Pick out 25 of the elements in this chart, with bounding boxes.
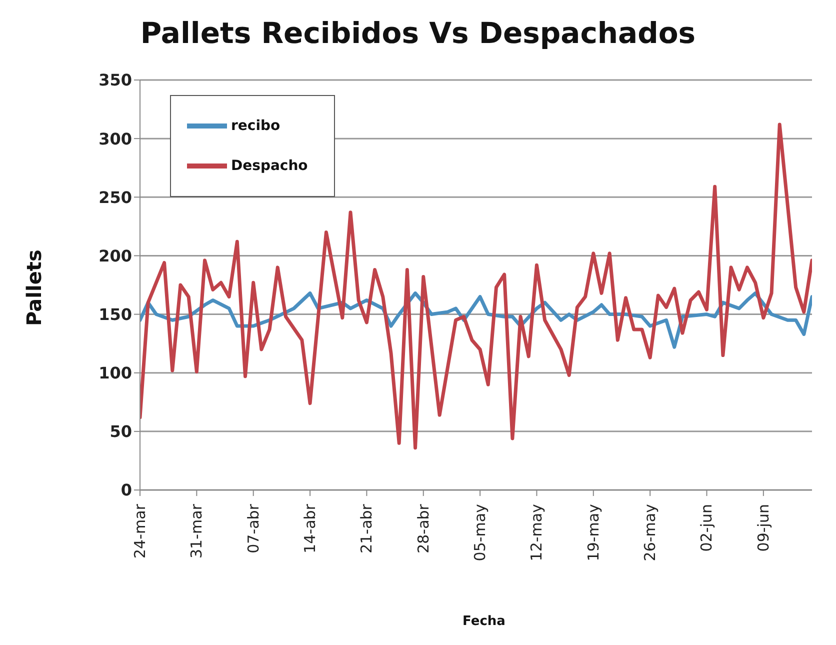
y-tick-label: 300 — [98, 129, 132, 148]
y-tick-label: 150 — [98, 304, 132, 324]
x-tick-label: 09-jun — [754, 504, 772, 552]
y-tick-label: 200 — [98, 246, 132, 266]
y-axis-title: Pallets — [22, 250, 46, 326]
x-tick-label: 14-abr — [301, 503, 320, 554]
y-tick-label: 0 — [120, 480, 132, 500]
y-tick-label: 50 — [110, 422, 132, 442]
legend-label: Despacho — [231, 158, 308, 174]
y-tick-label: 350 — [98, 70, 132, 90]
x-tick-label: 26-may — [641, 504, 660, 562]
x-tick-label: 21-abr — [358, 503, 376, 554]
x-tick-label: 19-may — [584, 504, 602, 562]
y-tick-label: 250 — [98, 188, 132, 207]
x-tick-label: 02-jun — [698, 504, 716, 552]
x-tick-label: 24-mar — [131, 503, 149, 558]
x-tick-label: 07-abr — [244, 503, 262, 554]
x-tick-label: 31-mar — [188, 503, 206, 558]
chart-title: Pallets Recibidos Vs Despachados — [139, 16, 697, 50]
x-tick-label: 05-may — [471, 504, 490, 562]
x-tick-label: 12-may — [528, 504, 546, 562]
y-tick-label: 100 — [98, 364, 132, 383]
legend-label: recibo — [231, 118, 280, 134]
x-tick-label: 28-abr — [414, 503, 432, 554]
x-axis-title: Fecha — [462, 614, 506, 629]
